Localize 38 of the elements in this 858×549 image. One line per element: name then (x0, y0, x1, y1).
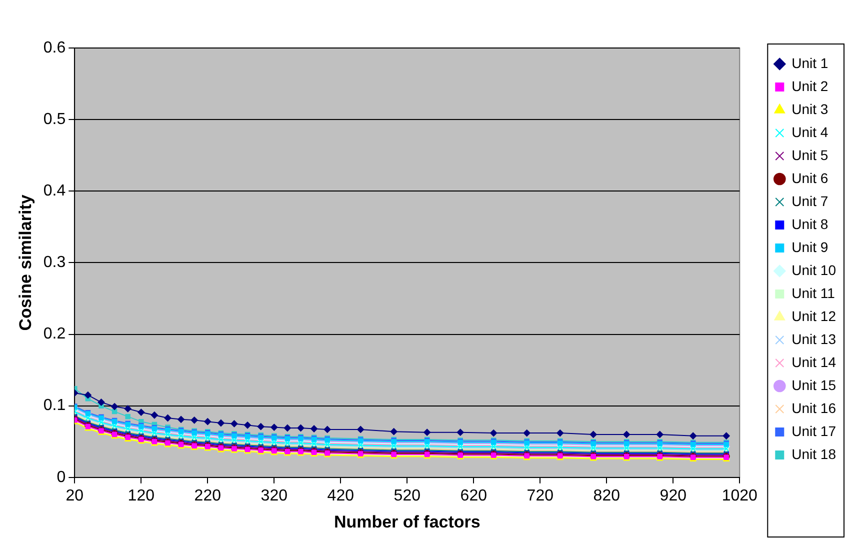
legend-label: Unit 6 (792, 170, 828, 186)
y-tick-label: 0.4 (43, 182, 66, 200)
x-tick-label: 220 (194, 487, 222, 504)
legend-label: Unit 18 (792, 446, 836, 462)
legend-label: Unit 16 (792, 400, 836, 416)
y-axis-title: Cosine similarity (16, 194, 35, 331)
x-tick-label: 920 (660, 487, 687, 504)
y-tick-label: 0.6 (43, 39, 66, 56)
legend-label: Unit 3 (792, 100, 828, 117)
legend-label: Unit 15 (792, 376, 836, 393)
x-tick-label: 420 (327, 487, 354, 504)
legend-label: Unit 8 (792, 216, 828, 232)
legend-label: Unit 5 (792, 146, 828, 163)
legend-label: Unit 4 (792, 124, 828, 140)
legend-label: Unit 14 (792, 354, 836, 370)
x-tick-label: 820 (593, 487, 620, 504)
legend-label: Unit 10 (792, 262, 836, 278)
y-tick-label: 0 (56, 468, 66, 486)
legend-label: Unit 7 (792, 192, 828, 209)
x-tick-label: 620 (460, 487, 488, 504)
y-tick-label: 0.2 (43, 326, 66, 343)
legend-label: Unit 2 (792, 78, 828, 94)
legend-label: Unit 1 (792, 54, 828, 71)
x-tick-label: 520 (394, 487, 421, 504)
y-tick-label: 0.1 (43, 397, 66, 414)
x-tick-label: 320 (260, 487, 288, 504)
x-tick-label: 120 (128, 487, 155, 504)
legend-label: Unit 11 (792, 284, 836, 301)
legend-label: Unit 13 (792, 330, 836, 347)
legend-label: Unit 12 (792, 308, 836, 324)
y-tick-label: 0.5 (43, 110, 66, 128)
legend-label: Unit 9 (792, 238, 828, 255)
x-tick-label: 20 (66, 487, 84, 504)
legend-label: Unit 17 (792, 422, 836, 439)
x-tick-label: 1020 (722, 487, 758, 504)
x-axis-title: Number of factors (334, 512, 480, 532)
x-tick-label: 720 (526, 487, 554, 504)
y-tick-label: 0.3 (43, 254, 66, 272)
